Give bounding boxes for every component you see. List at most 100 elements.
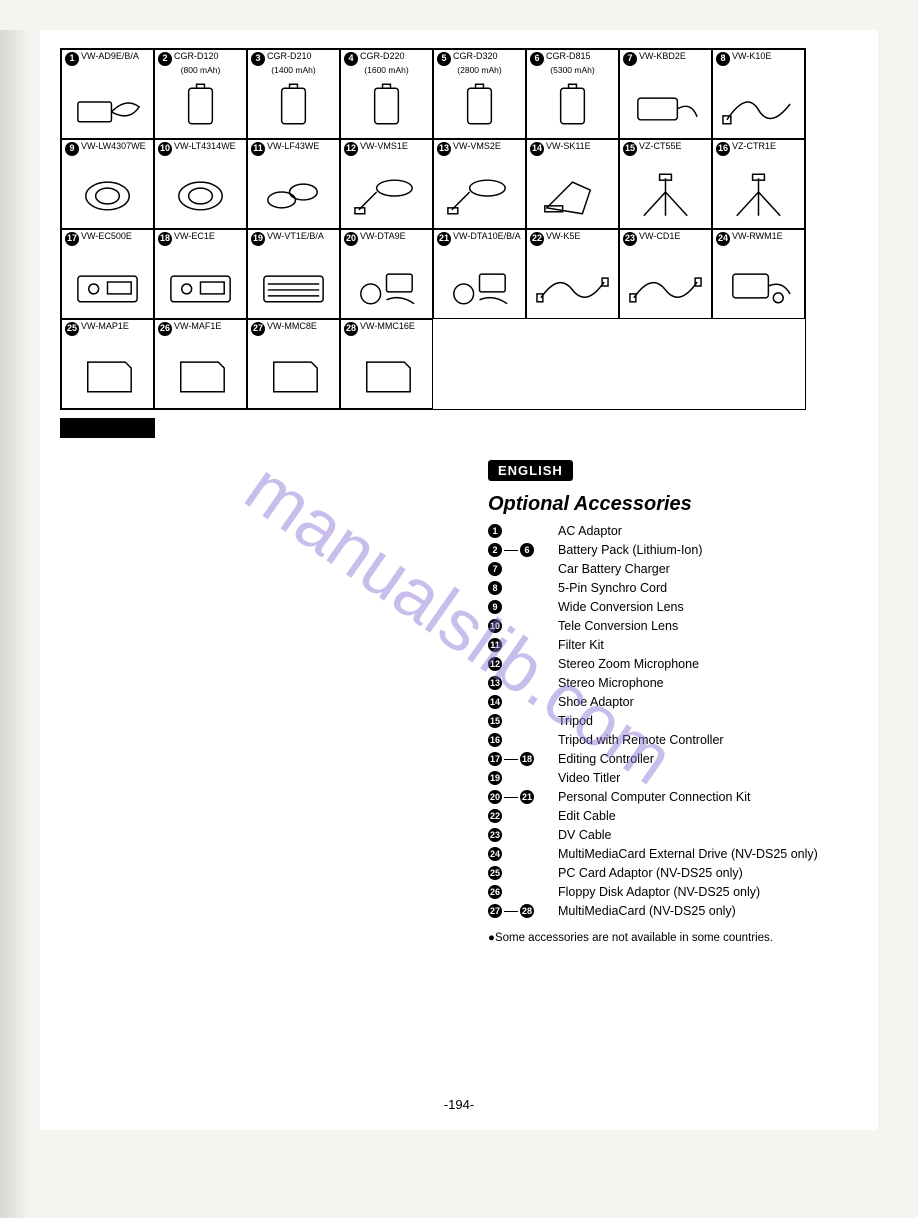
cell-number-badge: 24 bbox=[716, 232, 730, 246]
cell-label: VW-EC1E bbox=[174, 232, 215, 242]
list-badges: 1718 bbox=[488, 752, 548, 766]
cell-label: VW-LT4314WE bbox=[174, 142, 236, 152]
accessory-row: 19Video Titler bbox=[488, 771, 918, 785]
list-badges: 23 bbox=[488, 828, 548, 842]
cell-label: CGR-D210 bbox=[267, 52, 312, 62]
footnote: ●Some accessories are not available in s… bbox=[488, 932, 918, 944]
cell-label: VW-SK11E bbox=[546, 142, 591, 152]
accessory-name: Tripod bbox=[558, 714, 593, 728]
cell-number-badge: 5 bbox=[437, 52, 451, 66]
grid-cell-19: 19VW-VT1E/B/A bbox=[247, 229, 340, 319]
grid-cell-23: 23VW-CD1E bbox=[619, 229, 712, 319]
cell-number-badge: 10 bbox=[158, 142, 172, 156]
grid-cell-8: 8VW-K10E bbox=[712, 49, 805, 139]
list-number-badge: 18 bbox=[520, 752, 534, 766]
cell-header: 2CGR-D120 bbox=[155, 50, 246, 66]
range-dash bbox=[504, 911, 518, 912]
list-badges: 24 bbox=[488, 847, 548, 861]
grid-cell-28: 28VW-MMC16E bbox=[340, 319, 433, 409]
cell-header: 7VW-KBD2E bbox=[620, 50, 711, 66]
grid-cell-7: 7VW-KBD2E bbox=[619, 49, 712, 139]
list-number-badge: 22 bbox=[488, 809, 502, 823]
cell-number-badge: 8 bbox=[716, 52, 730, 66]
cell-header: 16VZ-CTR1E bbox=[713, 140, 804, 156]
list-number-badge: 11 bbox=[488, 638, 502, 652]
grid-cell-9: 9VW-LW4307WE bbox=[61, 139, 154, 229]
cell-header: 5CGR-D320 bbox=[434, 50, 525, 66]
list-badges: 26 bbox=[488, 543, 548, 557]
cell-sublabel: (1400 mAh) bbox=[248, 65, 339, 75]
accessory-row: 15Tripod bbox=[488, 714, 918, 728]
accessory-row: 23DV Cable bbox=[488, 828, 918, 842]
accessory-row: 13Stereo Microphone bbox=[488, 676, 918, 690]
cell-illustration bbox=[626, 258, 705, 312]
page: 1VW-AD9E/B/A2CGR-D120(800 mAh)3CGR-D210(… bbox=[40, 30, 878, 1130]
list-number-badge: 16 bbox=[488, 733, 502, 747]
cell-illustration bbox=[533, 258, 612, 312]
grid-cell-17: 17VW-EC500E bbox=[61, 229, 154, 319]
range-dash bbox=[504, 797, 518, 798]
cell-number-badge: 20 bbox=[344, 232, 358, 246]
cell-header: 3CGR-D210 bbox=[248, 50, 339, 66]
accessory-row: 14Shoe Adaptor bbox=[488, 695, 918, 709]
page-number: -194- bbox=[40, 1097, 878, 1112]
accessory-name: Personal Computer Connection Kit bbox=[558, 790, 750, 804]
list-badges: 10 bbox=[488, 619, 548, 633]
grid-cell-empty bbox=[433, 319, 526, 409]
cell-label: VW-LW4307WE bbox=[81, 142, 146, 152]
cell-illustration bbox=[161, 258, 240, 312]
list-badges: 2021 bbox=[488, 790, 548, 804]
cell-number-badge: 6 bbox=[530, 52, 544, 66]
list-badges: 7 bbox=[488, 562, 548, 576]
cell-label: VW-KBD2E bbox=[639, 52, 686, 62]
list-number-badge: 14 bbox=[488, 695, 502, 709]
cell-illustration bbox=[719, 78, 798, 132]
list-badges: 22 bbox=[488, 809, 548, 823]
scan-edge bbox=[0, 30, 30, 1218]
cell-illustration bbox=[68, 168, 147, 222]
accessory-row: 9Wide Conversion Lens bbox=[488, 600, 918, 614]
cell-illustration bbox=[161, 168, 240, 222]
list-number-badge: 28 bbox=[520, 904, 534, 918]
cell-number-badge: 1 bbox=[65, 52, 79, 66]
grid-cell-3: 3CGR-D210(1400 mAh) bbox=[247, 49, 340, 139]
grid-cell-13: 13VW-VMS2E bbox=[433, 139, 526, 229]
section-title: Optional Accessories bbox=[488, 493, 918, 516]
cell-label: VW-K10E bbox=[732, 52, 771, 62]
accessory-name: AC Adaptor bbox=[558, 524, 622, 538]
grid-cell-15: 15VZ-CT55E bbox=[619, 139, 712, 229]
list-badges: 26 bbox=[488, 885, 548, 899]
cell-header: 26VW-MAF1E bbox=[155, 320, 246, 336]
accessory-row: 10Tele Conversion Lens bbox=[488, 619, 918, 633]
accessory-name: Stereo Zoom Microphone bbox=[558, 657, 699, 671]
cell-illustration bbox=[440, 168, 519, 222]
cell-label: CGR-D220 bbox=[360, 52, 405, 62]
grid-cell-empty bbox=[619, 319, 712, 409]
cell-header: 23VW-CD1E bbox=[620, 230, 711, 246]
accessory-row: 2728MultiMediaCard (NV-DS25 only) bbox=[488, 904, 918, 918]
cell-number-badge: 26 bbox=[158, 322, 172, 336]
cell-number-badge: 23 bbox=[623, 232, 637, 246]
accessory-name: 5-Pin Synchro Cord bbox=[558, 581, 667, 595]
accessory-name: MultiMediaCard External Drive (NV-DS25 o… bbox=[558, 847, 818, 861]
accessory-name: Editing Controller bbox=[558, 752, 654, 766]
grid-cell-empty bbox=[526, 319, 619, 409]
cell-illustration bbox=[719, 258, 798, 312]
accessory-name: PC Card Adaptor (NV-DS25 only) bbox=[558, 866, 743, 880]
cell-number-badge: 25 bbox=[65, 322, 79, 336]
cell-illustration bbox=[254, 168, 333, 222]
cell-label: VW-RWM1E bbox=[732, 232, 783, 242]
cell-illustration bbox=[161, 78, 240, 132]
cell-header: 11VW-LF43WE bbox=[248, 140, 339, 156]
cell-label: VW-DTA9E bbox=[360, 232, 406, 242]
list-number-badge: 17 bbox=[488, 752, 502, 766]
cell-sublabel: (5300 mAh) bbox=[527, 65, 618, 75]
cell-label: VW-AD9E/B/A bbox=[81, 52, 139, 62]
cell-label: VW-VMS2E bbox=[453, 142, 501, 152]
cell-header: 19VW-VT1E/B/A bbox=[248, 230, 339, 246]
cell-number-badge: 17 bbox=[65, 232, 79, 246]
cell-number-badge: 18 bbox=[158, 232, 172, 246]
list-number-badge: 25 bbox=[488, 866, 502, 880]
list-number-badge: 9 bbox=[488, 600, 502, 614]
cell-illustration bbox=[719, 168, 798, 222]
